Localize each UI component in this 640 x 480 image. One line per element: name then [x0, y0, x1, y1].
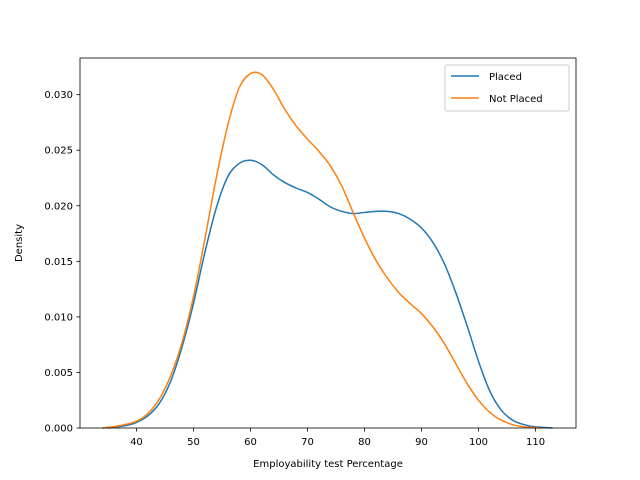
y-axis-label: Density — [14, 224, 25, 262]
plot-area — [102, 71, 553, 429]
y-tick-label: 0.020 — [44, 201, 73, 212]
y-tick-label: 0.030 — [44, 90, 73, 101]
x-tick-label: 100 — [469, 437, 488, 448]
x-tick-label: 70 — [301, 437, 314, 448]
axes-frame — [79, 57, 577, 429]
legend-label-placed: Placed — [489, 72, 522, 83]
y-tick-label: 0.000 — [44, 424, 73, 435]
y-tick-label: 0.005 — [44, 368, 73, 379]
y-tick-label: 0.025 — [44, 146, 73, 157]
x-tick-label: 60 — [244, 437, 257, 448]
x-tick-label: 110 — [526, 437, 545, 448]
series-line-placed — [107, 159, 553, 429]
legend-label-not-placed: Not Placed — [489, 94, 543, 105]
y-tick-label: 0.015 — [44, 257, 73, 268]
y-axis-ticks: 0.000 0.005 0.010 0.015 0.020 0.025 0.030 — [44, 90, 80, 435]
series-line-not-placed — [102, 71, 542, 429]
x-tick-label: 50 — [187, 437, 200, 448]
x-tick-label: 40 — [130, 437, 143, 448]
y-tick-label: 0.010 — [44, 312, 73, 323]
x-axis-ticks: 40 50 60 70 80 90 100 110 — [130, 428, 545, 448]
legend: Placed Not Placed — [444, 64, 570, 112]
x-axis-label: Employability test Percentage — [253, 459, 403, 470]
x-tick-label: 90 — [415, 437, 428, 448]
x-tick-label: 80 — [358, 437, 371, 448]
